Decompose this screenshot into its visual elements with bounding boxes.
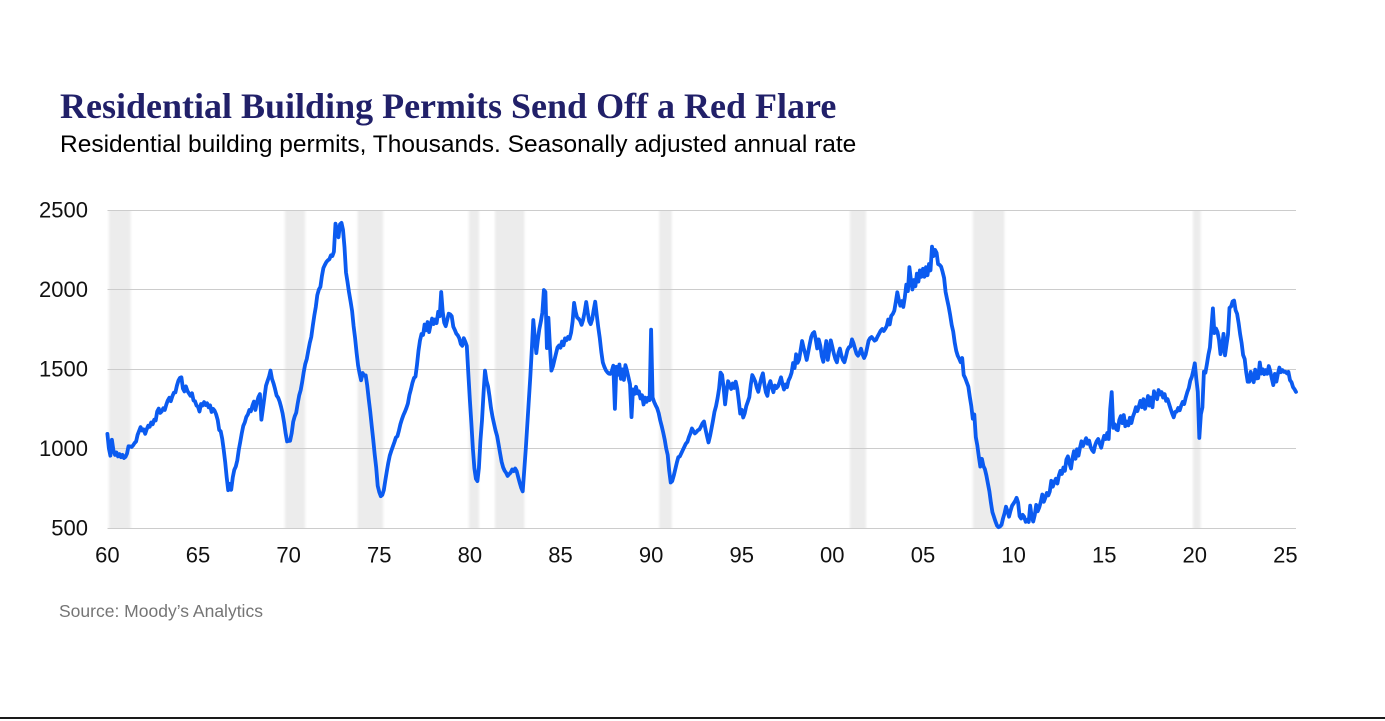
svg-text:90: 90 xyxy=(639,543,663,568)
svg-text:85: 85 xyxy=(548,543,572,568)
svg-text:500: 500 xyxy=(51,516,88,541)
svg-text:10: 10 xyxy=(1001,543,1025,568)
svg-text:60: 60 xyxy=(95,543,119,568)
svg-text:05: 05 xyxy=(911,543,935,568)
svg-text:65: 65 xyxy=(186,543,210,568)
svg-text:2000: 2000 xyxy=(39,277,88,302)
svg-text:95: 95 xyxy=(729,543,753,568)
svg-text:80: 80 xyxy=(458,543,482,568)
svg-text:1500: 1500 xyxy=(39,357,88,382)
svg-text:15: 15 xyxy=(1092,543,1116,568)
svg-text:00: 00 xyxy=(820,543,844,568)
svg-text:75: 75 xyxy=(367,543,391,568)
svg-text:2500: 2500 xyxy=(39,198,88,223)
svg-text:25: 25 xyxy=(1273,543,1297,568)
svg-text:1000: 1000 xyxy=(39,436,88,461)
svg-text:70: 70 xyxy=(276,543,300,568)
svg-text:20: 20 xyxy=(1183,543,1207,568)
